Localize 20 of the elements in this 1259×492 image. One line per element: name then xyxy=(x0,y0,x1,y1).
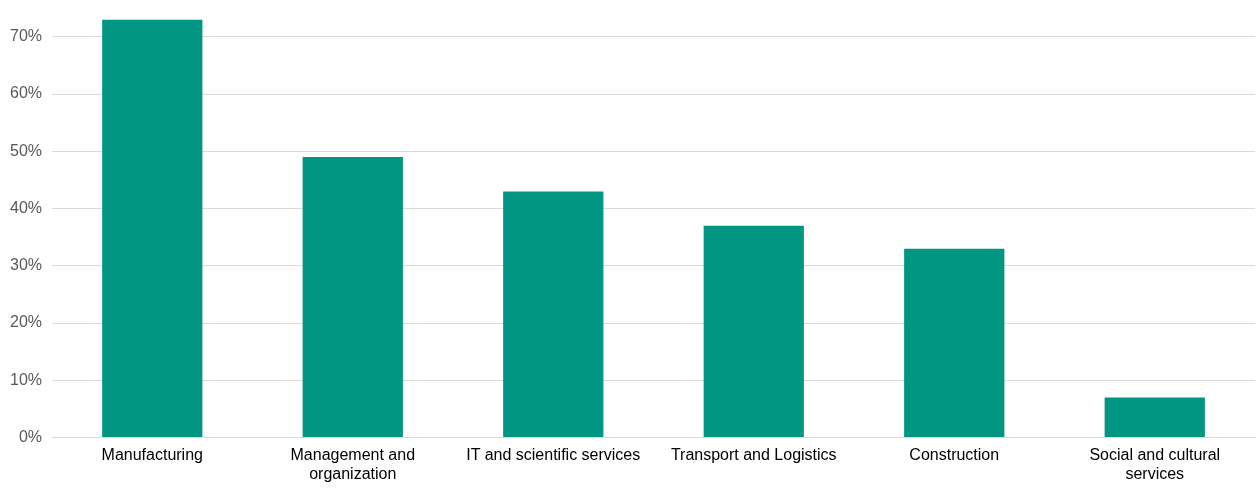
bar xyxy=(503,191,604,438)
bar xyxy=(1104,397,1205,438)
x-tick-label: Construction xyxy=(909,445,1000,463)
y-tick-label: 40% xyxy=(9,198,43,216)
y-tick-label: 70% xyxy=(9,27,43,45)
y-tick-label: 10% xyxy=(9,370,43,388)
x-tick-label: Social and cultural services xyxy=(1089,445,1221,482)
y-tick-label: 60% xyxy=(9,84,43,102)
x-tick-label: IT and scientific services xyxy=(466,445,641,463)
bar xyxy=(302,157,403,438)
y-tick-label: 50% xyxy=(9,141,43,159)
bar xyxy=(703,225,804,438)
bar xyxy=(102,19,203,438)
x-tick-label: Management and organization xyxy=(290,445,416,482)
y-tick-label: 0% xyxy=(18,428,43,446)
bar xyxy=(904,248,1005,438)
x-tick-label: Manufacturing xyxy=(101,445,203,463)
x-tick-label: Transport and Logistics xyxy=(670,445,837,463)
y-tick-label: 30% xyxy=(9,256,43,274)
y-tick-label: 20% xyxy=(9,313,43,331)
